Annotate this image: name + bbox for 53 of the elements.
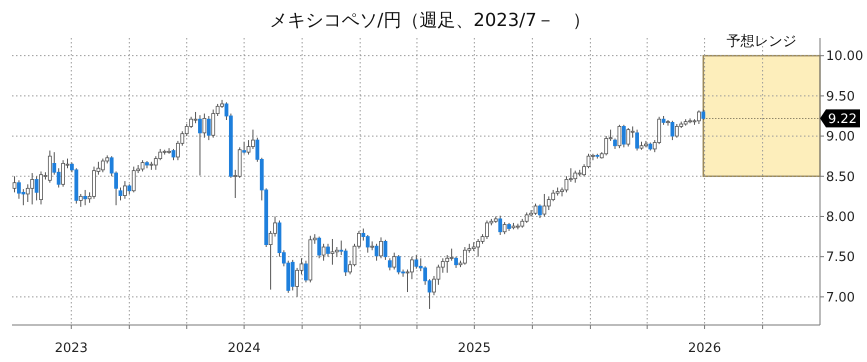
candlestick	[12, 176, 16, 193]
candlestick	[502, 222, 507, 235]
candlestick	[498, 215, 502, 236]
y-tick-label: 9.00	[826, 130, 855, 145]
candlestick	[542, 193, 546, 217]
x-tick-label: 2023	[54, 341, 88, 356]
y-tick-label: 8.50	[826, 170, 855, 185]
candlestick	[388, 258, 392, 271]
candlestick	[83, 189, 88, 206]
candlestick	[674, 124, 679, 138]
candlestick	[445, 254, 450, 274]
candlestick	[462, 246, 467, 266]
candlestick	[317, 236, 322, 259]
candlestick	[154, 156, 158, 170]
candlestick	[30, 172, 34, 205]
candlestick	[524, 212, 529, 224]
candlestick	[132, 166, 136, 193]
chart-title: メキシコペソ/円（週足、2023/7－ ）	[269, 10, 591, 31]
x-tick-label: 2024	[228, 341, 261, 356]
candlestick	[626, 128, 630, 148]
x-tick-label: 2025	[458, 341, 491, 356]
y-tick-label: 7.00	[826, 290, 855, 306]
candlestick	[211, 109, 216, 138]
candlestick	[701, 109, 706, 120]
candlestick	[450, 248, 454, 262]
candlestick	[604, 136, 608, 156]
candlestick	[618, 124, 622, 149]
y-tick-label: 7.50	[826, 250, 855, 266]
candlestick	[78, 193, 83, 208]
candlestick	[573, 170, 578, 184]
candlestick	[330, 238, 334, 266]
candlestick	[622, 124, 626, 148]
band-label: 予想レンジ	[726, 34, 797, 50]
candlestick	[140, 160, 144, 172]
candlestick	[202, 113, 206, 138]
candlestick	[476, 238, 480, 258]
candlestick	[123, 180, 127, 200]
candlestick	[366, 234, 370, 254]
candlestick	[206, 115, 211, 141]
candlestick	[696, 110, 701, 125]
candlestick	[344, 248, 348, 276]
y-tick-label: 10.00	[826, 49, 864, 64]
annotation: 9.22	[828, 112, 857, 127]
candlestick	[322, 243, 326, 262]
candlestick	[414, 254, 418, 270]
x-tick-label: 2026	[688, 341, 722, 356]
y-tick-label: 8.00	[826, 210, 855, 226]
candlestick	[396, 254, 401, 275]
candlestick	[546, 196, 551, 211]
candlestick	[379, 236, 383, 259]
y-tick-label: 9.50	[826, 89, 855, 104]
candlestick	[392, 252, 396, 270]
candlestick	[100, 158, 105, 173]
